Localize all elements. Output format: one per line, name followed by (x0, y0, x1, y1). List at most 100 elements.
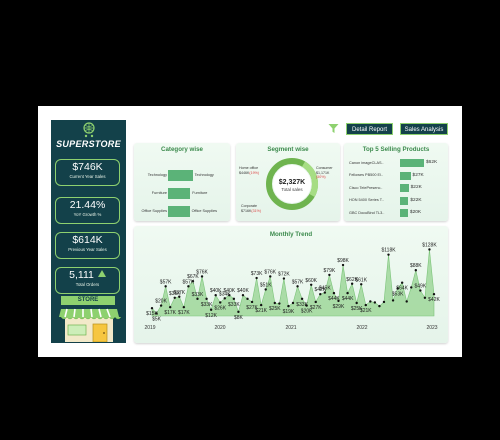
trend-point[interactable] (432, 292, 436, 296)
trend-point[interactable] (391, 299, 395, 302)
segment-consumer-value: $1,171K (316, 170, 330, 175)
trend-point[interactable] (346, 291, 349, 295)
detail-report-button[interactable]: Detail Report (346, 123, 393, 135)
product-bar[interactable] (400, 171, 411, 180)
trend-point[interactable] (182, 305, 186, 309)
trend-data-label: $35K (169, 291, 181, 297)
trend-point[interactable] (369, 300, 372, 303)
trend-point[interactable] (287, 304, 290, 308)
trend-point[interactable] (373, 301, 377, 304)
trend-point[interactable] (428, 248, 431, 251)
trend-point[interactable] (200, 275, 204, 278)
trend-point[interactable] (237, 310, 240, 314)
trend-point[interactable] (178, 295, 181, 298)
trend-point[interactable] (209, 308, 213, 311)
trend-data-label: $62K (346, 277, 358, 283)
trend-point[interactable] (387, 253, 390, 256)
trend-point[interactable] (173, 296, 176, 299)
up-arrow-icon (97, 270, 106, 277)
trend-point[interactable] (300, 297, 304, 301)
trend-point[interactable] (414, 269, 418, 272)
trend-data-label: $20K (155, 299, 167, 305)
trend-point[interactable] (364, 303, 367, 307)
trend-point[interactable] (309, 283, 313, 286)
product-value: $20K (409, 210, 422, 215)
funnel-icon[interactable] (328, 123, 339, 134)
trend-point[interactable] (241, 294, 245, 297)
trend-point[interactable] (337, 299, 340, 303)
trend-data-label: $45K (319, 286, 331, 292)
product-bar[interactable] (400, 209, 408, 217)
trend-point[interactable] (314, 300, 317, 304)
trend-point[interactable] (255, 276, 258, 280)
trend-point[interactable] (423, 296, 427, 299)
trend-point[interactable] (332, 291, 336, 295)
trend-point[interactable] (305, 304, 308, 307)
segment-total-label: Total sales (281, 187, 303, 192)
trend-point[interactable] (264, 288, 267, 291)
trend-point[interactable] (382, 300, 386, 304)
trend-data-label: $57K (160, 279, 172, 285)
trend-point[interactable] (400, 281, 404, 284)
trend-data-label: $33K (201, 302, 213, 308)
sales-analysis-button[interactable]: Sales Analysis (400, 123, 448, 135)
x-tick-label: 2021 (285, 325, 296, 331)
trend-point[interactable] (350, 282, 354, 285)
trend-point[interactable] (273, 301, 277, 305)
trend-point[interactable] (323, 291, 327, 294)
trend-point[interactable] (319, 292, 322, 296)
trend-data-label: $42K (314, 287, 326, 293)
trend-point[interactable] (282, 277, 286, 280)
trend-point[interactable] (296, 285, 299, 288)
trend-point[interactable] (164, 285, 167, 288)
trend-point[interactable] (155, 312, 158, 315)
product-bar[interactable] (400, 196, 409, 205)
product-bar[interactable] (400, 159, 424, 167)
trend-point[interactable] (378, 304, 381, 308)
kpi-previous-sales-label: Previous Year Sales (68, 247, 107, 252)
category-bar[interactable] (168, 170, 193, 181)
trend-point[interactable] (396, 287, 399, 290)
trend-point[interactable] (250, 300, 254, 304)
trend-point[interactable] (355, 301, 358, 305)
trend-point[interactable] (405, 300, 408, 303)
trend-point[interactable] (159, 304, 163, 307)
product-bar[interactable] (400, 184, 409, 192)
trend-point[interactable] (328, 273, 331, 277)
segment-corporate-value: $716K (241, 208, 252, 213)
trend-data-label: $33K (192, 292, 204, 298)
monthly-trend-title: Monthly Trend (269, 231, 313, 238)
trend-point[interactable] (191, 279, 195, 283)
trend-point[interactable] (232, 297, 236, 301)
category-value-label: Office Supplies (191, 209, 218, 213)
trend-point[interactable] (205, 297, 208, 301)
trend-point[interactable] (410, 286, 413, 289)
trend-point[interactable] (419, 289, 422, 292)
trend-point[interactable] (259, 303, 263, 307)
segment-home-office-value: $446K (239, 170, 250, 175)
trend-point[interactable] (278, 302, 281, 305)
trend-point[interactable] (150, 307, 154, 310)
trend-point[interactable] (196, 297, 199, 301)
trend-point[interactable] (228, 294, 231, 297)
trend-point[interactable] (168, 305, 172, 309)
trend-point[interactable] (214, 294, 217, 297)
trend-data-label: $44K (328, 296, 340, 302)
monthly-trend-card: Monthly Trend $15K $5K $20K $57K $17K $35K $37… (134, 226, 448, 343)
category-card: Category wise Technology Technology Furnit… (134, 143, 230, 221)
category-bar[interactable] (168, 188, 191, 199)
product-label: Canon imageCLAS.. (349, 160, 384, 165)
product-label: Fellowes PB500 El.. (349, 173, 383, 177)
trend-point[interactable] (246, 297, 249, 301)
trend-point[interactable] (187, 285, 190, 288)
trend-point[interactable] (219, 301, 222, 304)
trend-point[interactable] (360, 283, 363, 286)
category-bar[interactable] (168, 206, 190, 217)
cart-globe-icon (82, 122, 95, 138)
trend-point[interactable] (291, 301, 295, 305)
trend-data-label: $21K (255, 308, 267, 314)
trend-point[interactable] (223, 297, 226, 300)
trend-data-label: $76K (264, 269, 276, 275)
trend-point[interactable] (341, 263, 345, 267)
trend-point[interactable] (269, 275, 272, 278)
